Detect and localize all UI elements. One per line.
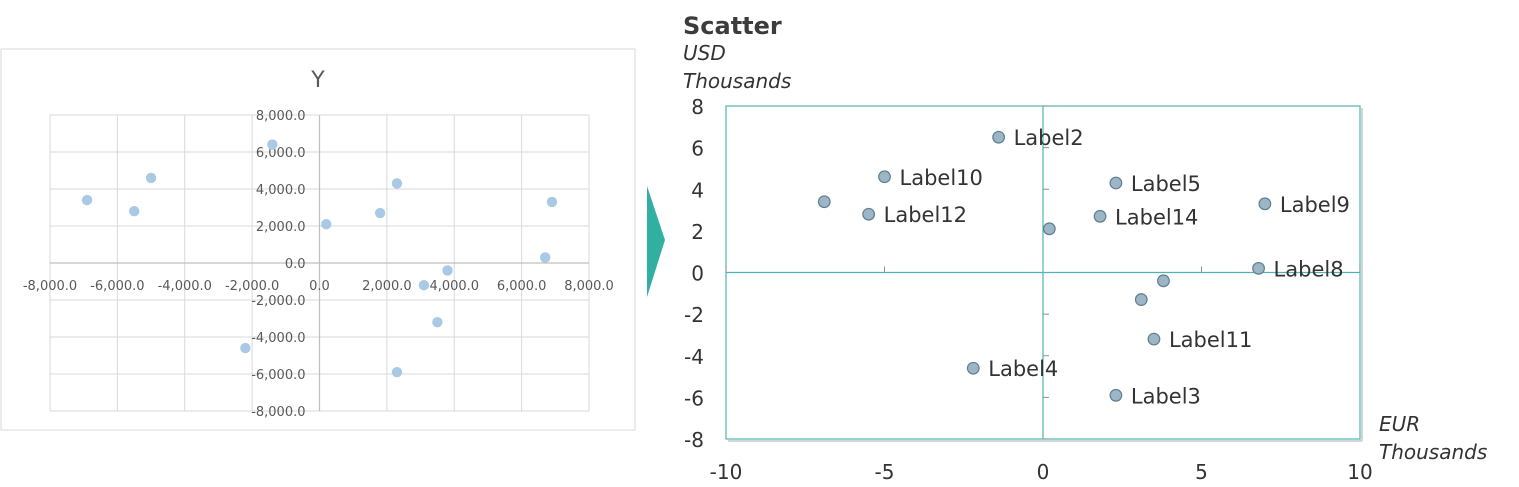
- left-data-point: [432, 317, 443, 328]
- left-data-point: [418, 280, 430, 291]
- left-data-point: [321, 218, 332, 230]
- left-data-point: [391, 178, 403, 189]
- left-y-tick-label: 2,000.0: [256, 220, 306, 235]
- right-y-tick-label: -8: [684, 428, 704, 452]
- right-y-tick-label: 0: [691, 262, 704, 286]
- left-chart-frame: [0, 48, 636, 431]
- right-point-label: Label10: [900, 166, 983, 190]
- left-y-tick-label: -4,000.0: [251, 331, 305, 346]
- right-y-axis-label: USD: [683, 41, 726, 65]
- right-x-tick-label: 0: [1037, 460, 1050, 484]
- right-data-point: [1258, 197, 1272, 211]
- transition-arrow-icon: [647, 186, 665, 297]
- right-data-point: [862, 207, 876, 221]
- right-data-point: [1157, 274, 1170, 288]
- right-scatter-chart: Scatter USD Thousands EUR Thousands -8 -6…: [683, 12, 1487, 484]
- left-data-point: [374, 207, 386, 219]
- left-x-tick-label: 8,000.0: [564, 279, 614, 294]
- left-x-tick-label: 2,000.0: [362, 279, 412, 294]
- left-data-point: [145, 172, 157, 184]
- right-y-axis-units: Thousands: [683, 69, 791, 93]
- right-x-tick-label: 5: [1195, 460, 1208, 484]
- left-y-tick-labels: -8,000.0 -6,000.0 -4,000.0 -2,000.0 0.0 2,000…: [251, 109, 305, 420]
- left-y-tick-label: -8,000.0: [251, 405, 305, 420]
- right-data-point: [1147, 332, 1161, 346]
- right-data-points: [817, 130, 1272, 402]
- right-x-axis-label: EUR: [1379, 412, 1420, 436]
- right-y-tick-label: -4: [684, 345, 704, 369]
- right-data-point: [1109, 176, 1123, 190]
- right-point-label: Label8: [1274, 257, 1344, 281]
- right-point-label: Label3: [1131, 384, 1201, 408]
- left-y-tick-label: 8,000.0: [256, 109, 306, 124]
- right-data-point: [1134, 293, 1148, 306]
- right-point-label: Label9: [1280, 193, 1350, 217]
- right-data-point: [992, 130, 1006, 144]
- right-point-label: Label11: [1169, 328, 1252, 352]
- left-data-point: [240, 342, 251, 354]
- right-data-point: [1252, 261, 1265, 275]
- right-point-label: Label14: [1115, 205, 1198, 229]
- left-data-points: [81, 139, 558, 378]
- right-x-tick-label: -5: [875, 460, 895, 484]
- right-point-label: Label5: [1131, 172, 1201, 196]
- left-x-tick-label: 0.0: [309, 279, 330, 294]
- right-y-tick-label: 2: [691, 220, 704, 244]
- left-data-point: [540, 252, 551, 263]
- right-point-labels: Label2 Label3 Label4 Label5 Label8 Label9 Labe…: [884, 126, 1350, 408]
- right-y-tick-label: -2: [684, 303, 704, 327]
- left-x-tick-label: 6,000.0: [497, 279, 547, 294]
- right-data-point: [1109, 388, 1123, 402]
- right-data-point: [1093, 209, 1107, 223]
- right-y-tick-label: 4: [691, 178, 704, 202]
- left-data-point: [391, 366, 403, 378]
- left-data-point: [546, 196, 558, 208]
- left-x-tick-label: -6,000.0: [90, 279, 144, 294]
- right-plot-frame: [725, 105, 1363, 442]
- left-y-tick-label: 4,000.0: [256, 183, 306, 198]
- right-data-point: [1042, 222, 1056, 236]
- right-x-axis-units: Thousands: [1379, 440, 1487, 464]
- right-y-tick-label: -6: [684, 386, 704, 410]
- right-data-point: [966, 361, 980, 375]
- right-point-label: Label12: [884, 203, 967, 227]
- left-x-tick-label: -4,000.0: [158, 279, 212, 294]
- left-axis-lines: [50, 115, 589, 411]
- left-y-tick-label: 0.0: [285, 257, 306, 272]
- left-x-tick-label: 4,000.0: [429, 279, 479, 294]
- left-data-point: [267, 139, 278, 150]
- left-x-tick-labels: -8,000.0 -6,000.0 -4,000.0 -2,000.0 0.0 2,000…: [23, 279, 614, 294]
- left-scatter-chart: Y -8,000.0 -6,000.0 -4,000.0 -2,000.0 0.0 2,0…: [0, 48, 636, 431]
- right-x-tick-label: 10: [1347, 460, 1372, 484]
- left-y-tick-label: -6,000.0: [251, 368, 305, 383]
- left-data-point: [129, 206, 140, 217]
- right-point-label: Label4: [988, 357, 1058, 381]
- right-y-tick-labels: -8 -6 -4 -2 0 2 4 6 8: [684, 95, 704, 452]
- left-y-tick-label: -2,000.0: [251, 294, 305, 309]
- left-data-point: [442, 265, 453, 276]
- right-data-point: [817, 195, 831, 209]
- right-chart-title: Scatter: [683, 12, 782, 40]
- left-y-tick-label: 6,000.0: [256, 146, 306, 161]
- left-x-tick-label: -8,000.0: [23, 279, 77, 294]
- right-data-point: [878, 170, 891, 184]
- right-point-label: Label2: [1014, 126, 1084, 150]
- right-x-tick-label: -10: [710, 460, 743, 484]
- left-data-point: [81, 194, 93, 206]
- left-chart-title: Y: [310, 68, 325, 93]
- left-x-tick-label: -2,000.0: [225, 279, 279, 294]
- right-y-tick-label: 6: [691, 137, 704, 161]
- right-y-tick-label: 8: [691, 95, 704, 119]
- right-x-tick-labels: -10 -5 0 5 10: [710, 460, 1373, 484]
